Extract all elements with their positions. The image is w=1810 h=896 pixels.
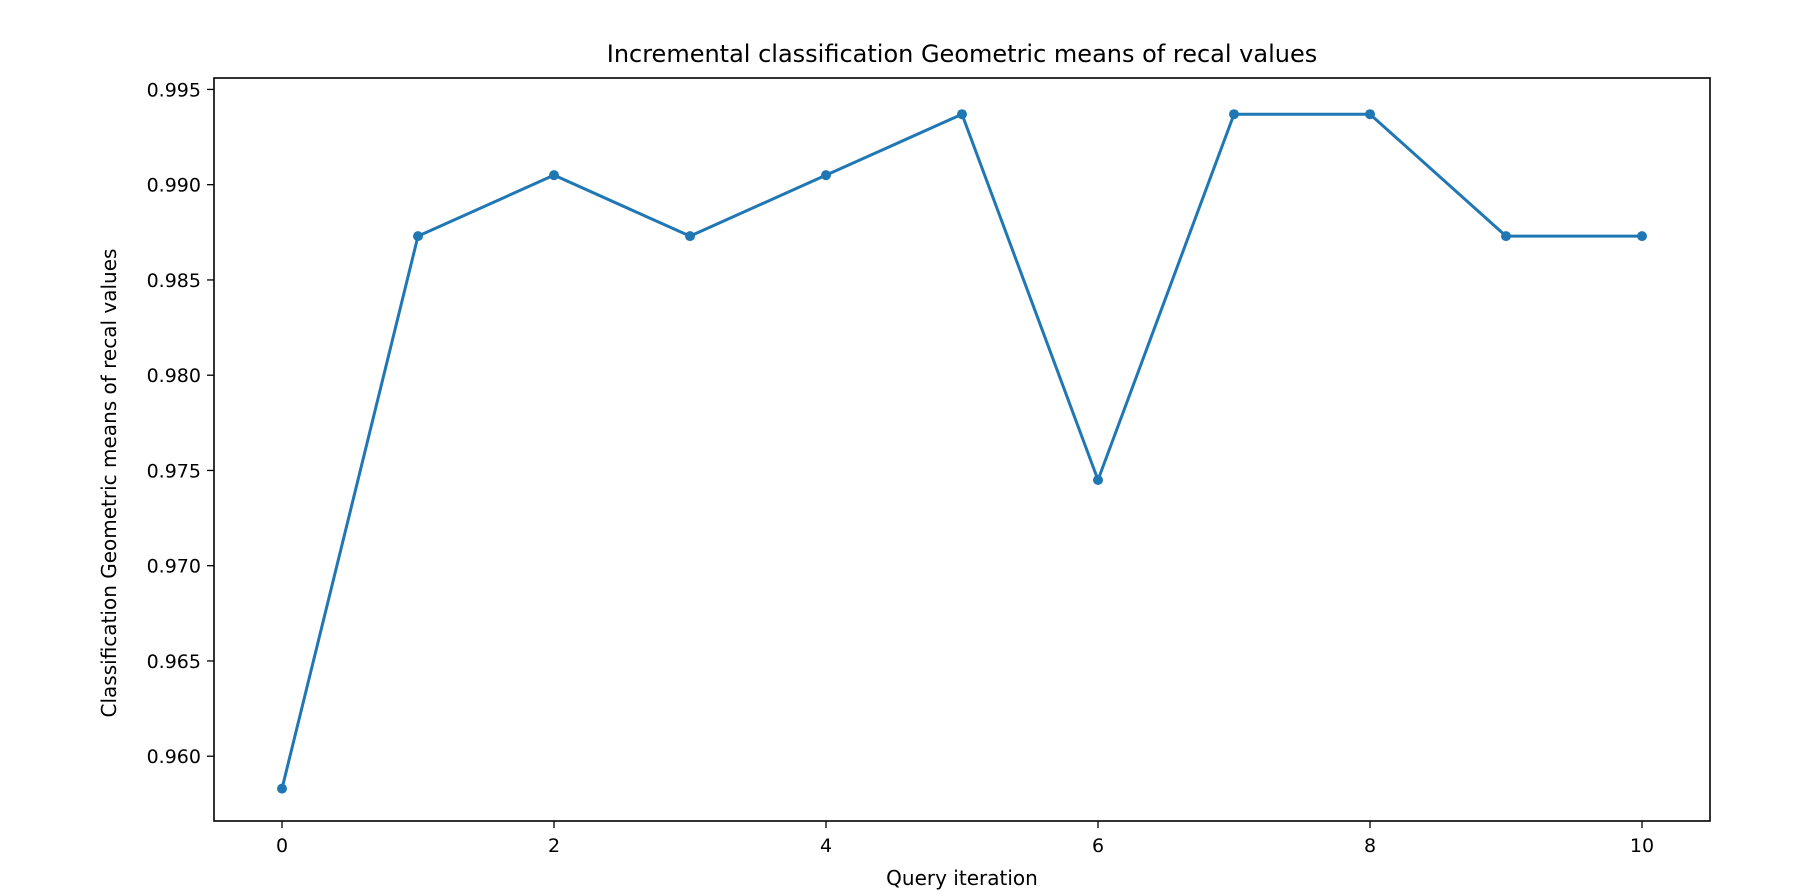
data-point	[821, 170, 831, 181]
y-tick-label: 0.990	[147, 175, 201, 197]
chart-title: Incremental classification Geometric mea…	[607, 40, 1318, 68]
x-tick-label: 2	[548, 835, 560, 857]
series-line	[280, 112, 1642, 789]
y-tick-label: 0.985	[147, 270, 201, 292]
y-tick-label: 0.975	[147, 460, 201, 482]
data-point	[1501, 231, 1511, 242]
y-tick-label: 0.970	[147, 556, 201, 578]
y-tick-label: 0.965	[147, 651, 201, 673]
x-tick-label: 10	[1630, 835, 1654, 857]
x-tick-label: 0	[276, 835, 288, 857]
data-point	[685, 231, 695, 242]
data-point	[277, 783, 287, 794]
data-point	[1365, 109, 1375, 120]
x-tick-label: 4	[820, 835, 832, 857]
y-tick-label: 0.995	[147, 79, 201, 101]
data-point	[1093, 474, 1103, 485]
data-point	[413, 231, 423, 242]
x-axis-label: Query iteration	[886, 866, 1038, 890]
y-tick-label: 0.960	[147, 746, 201, 768]
y-tick-label: 0.980	[147, 365, 201, 387]
data-point	[957, 109, 967, 120]
axes-frame	[213, 77, 1711, 822]
data-point	[1229, 109, 1239, 120]
x-tick-label: 6	[1092, 835, 1104, 857]
y-axis-label: Classification Geometric means of recal …	[97, 249, 121, 718]
data-point	[549, 170, 559, 181]
data-point	[1637, 231, 1647, 242]
plot-area	[277, 109, 1647, 794]
x-tick-label: 8	[1364, 835, 1376, 857]
axis-ticks: 0 2 4 6 8 10 0.960 0.965 0.970 0.975 0.980 0.985 0.9…	[147, 79, 1655, 857]
